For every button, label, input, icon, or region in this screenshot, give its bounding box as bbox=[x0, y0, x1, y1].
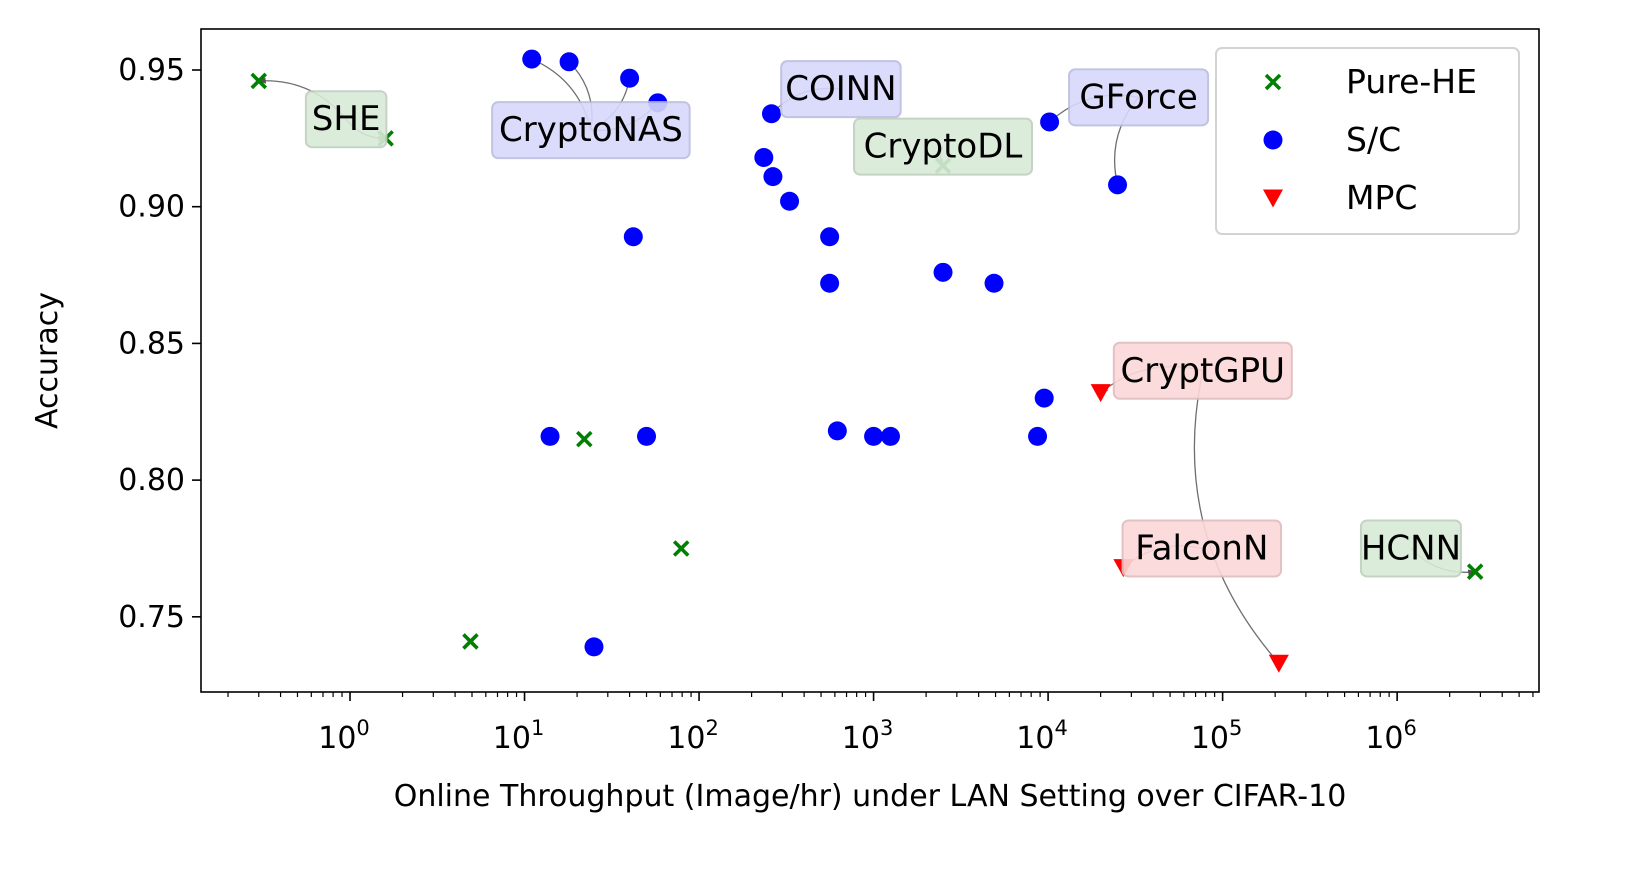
annotation-coinn: COINN bbox=[780, 60, 902, 119]
data-point bbox=[1268, 654, 1289, 673]
legend-item: Pure-HE bbox=[1264, 62, 1477, 101]
data-point bbox=[584, 637, 604, 657]
x-tick-label: 102 bbox=[667, 716, 719, 756]
x-tick-label: 103 bbox=[842, 716, 894, 756]
annotation-label: FalconN bbox=[1135, 528, 1268, 568]
legend-label: Pure-HE bbox=[1346, 62, 1477, 101]
data-point bbox=[820, 273, 840, 293]
annotation-label: CryptoNAS bbox=[499, 110, 683, 150]
annotation-label: GForce bbox=[1079, 77, 1197, 117]
legend: Pure-HE S/C MPC bbox=[1215, 47, 1520, 235]
annotation-she: SHE bbox=[304, 90, 388, 149]
data-point bbox=[984, 273, 1004, 293]
annotation-cryptonas: CryptoNAS bbox=[491, 101, 691, 160]
annotation-label: COINN bbox=[785, 69, 896, 109]
annotation-box bbox=[853, 117, 1034, 176]
data-point bbox=[1090, 384, 1111, 403]
data-point bbox=[559, 52, 579, 72]
annotation-falconn: FalconN bbox=[1121, 519, 1283, 578]
legend-frame bbox=[1215, 47, 1520, 235]
annotation-labels-layer: SHE CryptoNAS COINN CryptoDL GForce CryptGPU F… bbox=[304, 60, 1462, 578]
legend-label: S/C bbox=[1346, 120, 1401, 159]
data-point bbox=[1040, 112, 1060, 132]
x-tick-label: 100 bbox=[318, 716, 370, 756]
annotation-label: CryptGPU bbox=[1121, 351, 1286, 391]
data-point bbox=[933, 262, 953, 282]
data-point bbox=[864, 426, 884, 446]
y-axis-label: Accuracy bbox=[30, 292, 65, 429]
legend-marker bbox=[1264, 73, 1282, 91]
y-tick-label: 0.80 bbox=[118, 463, 185, 498]
x-axis-label: Online Throughput (Image/hr) under LAN S… bbox=[394, 779, 1347, 814]
y-tick-label: 0.75 bbox=[118, 600, 185, 635]
legend-label: MPC bbox=[1346, 178, 1417, 217]
data-point bbox=[1108, 175, 1128, 195]
annotation-cryptodl: CryptoDL bbox=[853, 117, 1034, 176]
plot-area-frame bbox=[200, 28, 1540, 693]
data-point bbox=[780, 191, 800, 211]
annotation-box bbox=[1112, 341, 1293, 400]
legend-marker bbox=[1263, 189, 1283, 208]
data-point bbox=[763, 167, 783, 187]
annotation-box bbox=[780, 60, 902, 119]
data-point bbox=[1028, 426, 1048, 446]
axes-layer: 100 101 102 103 104 105 106 0.75 0.80 0.85 0.90 0.9… bbox=[118, 53, 1534, 756]
annotation-cryptgpu: CryptGPU bbox=[1112, 341, 1293, 400]
y-tick-label: 0.95 bbox=[118, 53, 185, 88]
data-point bbox=[820, 227, 840, 247]
annotation-label: CryptoDL bbox=[864, 127, 1023, 167]
x-tick-label: 104 bbox=[1016, 716, 1068, 756]
data-point bbox=[462, 633, 479, 650]
data-point bbox=[540, 426, 560, 446]
data-point bbox=[623, 227, 643, 247]
data-point bbox=[827, 421, 847, 441]
data-point bbox=[522, 49, 542, 69]
data-point bbox=[672, 540, 690, 557]
annotation-box bbox=[491, 101, 691, 160]
annotation-box bbox=[1121, 519, 1283, 578]
data-point bbox=[250, 72, 268, 90]
annotation-hcnn: HCNN bbox=[1359, 519, 1462, 578]
data-point bbox=[637, 426, 657, 446]
x-tick-label: 106 bbox=[1365, 716, 1417, 756]
legend-item: MPC bbox=[1263, 178, 1417, 217]
x-tick-label: 101 bbox=[493, 716, 545, 756]
annotation-box bbox=[1068, 68, 1210, 127]
legend-item: S/C bbox=[1263, 120, 1401, 159]
data-point bbox=[1034, 388, 1054, 408]
annotation-gforce: GForce bbox=[1068, 68, 1210, 127]
annotation-label: HCNN bbox=[1361, 528, 1461, 568]
annotation-label: SHE bbox=[312, 99, 381, 139]
y-tick-label: 0.90 bbox=[118, 190, 185, 225]
y-tick-label: 0.85 bbox=[118, 326, 185, 361]
series-s-c bbox=[522, 49, 1128, 657]
x-tick-label: 105 bbox=[1191, 716, 1243, 756]
data-point bbox=[880, 426, 900, 446]
data-point bbox=[1466, 563, 1484, 580]
data-point bbox=[761, 104, 781, 124]
legend-marker bbox=[1263, 130, 1283, 150]
annotation-box bbox=[1359, 519, 1462, 578]
data-point bbox=[576, 430, 593, 448]
annotation-box bbox=[304, 90, 388, 149]
annotation-arrow bbox=[1193, 370, 1280, 664]
data-point bbox=[620, 68, 640, 88]
data-point bbox=[754, 147, 774, 167]
data-points-layer bbox=[250, 49, 1484, 673]
